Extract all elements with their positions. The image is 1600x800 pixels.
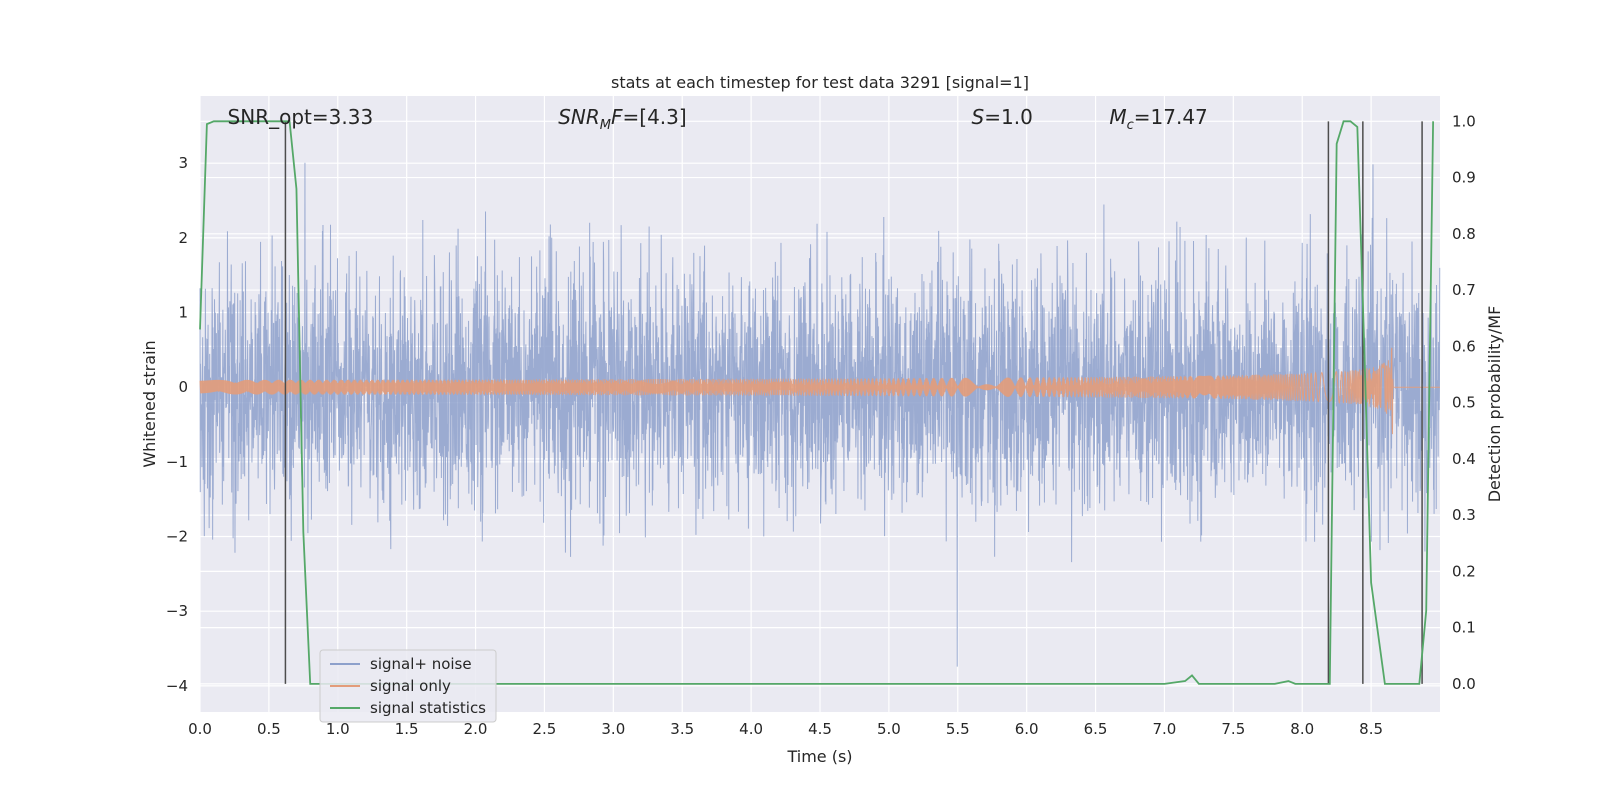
y-tick-label: −3 [166,602,188,620]
y-right-tick-label: 0.3 [1452,506,1476,524]
annotation-1: SNRMF=[4.3] [558,105,686,133]
x-tick-label: 1.5 [395,720,419,738]
y-tick-label: 1 [178,304,188,322]
annotation-2: S=1.0 [972,105,1033,129]
y-axis-right-ticks: 1.0 0.9 0.8 0.7 0.6 0.5 0.4 0.3 0.2 0.1 0.0 [1452,112,1476,693]
x-tick-label: 2.0 [464,720,488,738]
y-right-tick-label: 0.8 [1452,225,1476,243]
legend-box [319,649,497,723]
x-axis-ticks: 0.0 0.5 1.0 1.5 2.0 2.5 3.0 3.5 4.0 4.5 5.0 5.5 6.0 6… [188,720,1383,738]
annotation-0: SNR_opt=3.33 [228,105,374,129]
y-tick-label: −1 [166,453,188,471]
y-tick-label: 3 [178,154,188,172]
x-axis-title: Time (s) [786,747,852,766]
signal-only-series [199,347,1440,435]
legend: signal+ noise signal only signal statist… [319,649,497,723]
x-tick-label: 6.0 [1015,720,1039,738]
y-right-tick-label: 0.1 [1452,619,1476,637]
x-tick-label: 7.0 [1153,720,1177,738]
x-tick-label: 2.5 [533,720,557,738]
annotation-3: Mc=17.47 [1109,105,1207,133]
y-right-tick-label: 0.4 [1452,450,1476,468]
x-tick-label: 8.5 [1359,720,1383,738]
x-tick-label: 3.5 [670,720,694,738]
legend-entry-signal-only: signal only [370,677,451,695]
x-tick-label: 6.5 [1084,720,1108,738]
signal-statistics-line [199,120,1435,685]
x-tick-label: 4.5 [808,720,832,738]
y-tick-label: −2 [166,528,188,546]
legend-entry-signal-noise: signal+ noise [370,655,472,673]
x-tick-label: 4.0 [739,720,763,738]
y-right-tick-label: 0.0 [1452,675,1476,693]
x-tick-label: 3.0 [601,720,625,738]
y-right-tick-label: 0.6 [1452,337,1476,355]
signal-statistics-series [199,120,1435,685]
vertical-lines [284,121,1423,684]
x-tick-label: 1.0 [326,720,350,738]
y-right-tick-label: 0.5 [1452,394,1476,412]
y-tick-label: −4 [166,677,188,695]
y-tick-label: 0 [178,378,188,396]
x-tick-label: 5.5 [946,720,970,738]
x-tick-label: 7.5 [1221,720,1245,738]
x-tick-label: 0.5 [257,720,281,738]
legend-entry-signal-statistics: signal statistics [370,699,486,717]
y-axis-right-title: Detection probability/MF [1485,306,1504,503]
annotations: SNR_opt=3.33 SNRMF=[4.3] S=1.0 Mc=17.47 [228,105,1208,133]
chart-title: stats at each timestep for test data 329… [611,73,1029,92]
y-right-tick-label: 0.2 [1452,562,1476,580]
signal-only-line [199,347,1440,435]
y-right-tick-label: 0.9 [1452,169,1476,187]
y-tick-label: 2 [178,229,188,247]
y-right-tick-label: 1.0 [1452,112,1476,130]
x-tick-label: 8.0 [1290,720,1314,738]
y-axis-ticks: 3 2 1 0 −1 −2 −3 −4 [166,154,188,695]
x-tick-label: 5.0 [877,720,901,738]
y-right-tick-label: 0.7 [1452,281,1476,299]
x-tick-label: 0.0 [188,720,212,738]
y-axis-title: Whitened strain [140,340,159,467]
